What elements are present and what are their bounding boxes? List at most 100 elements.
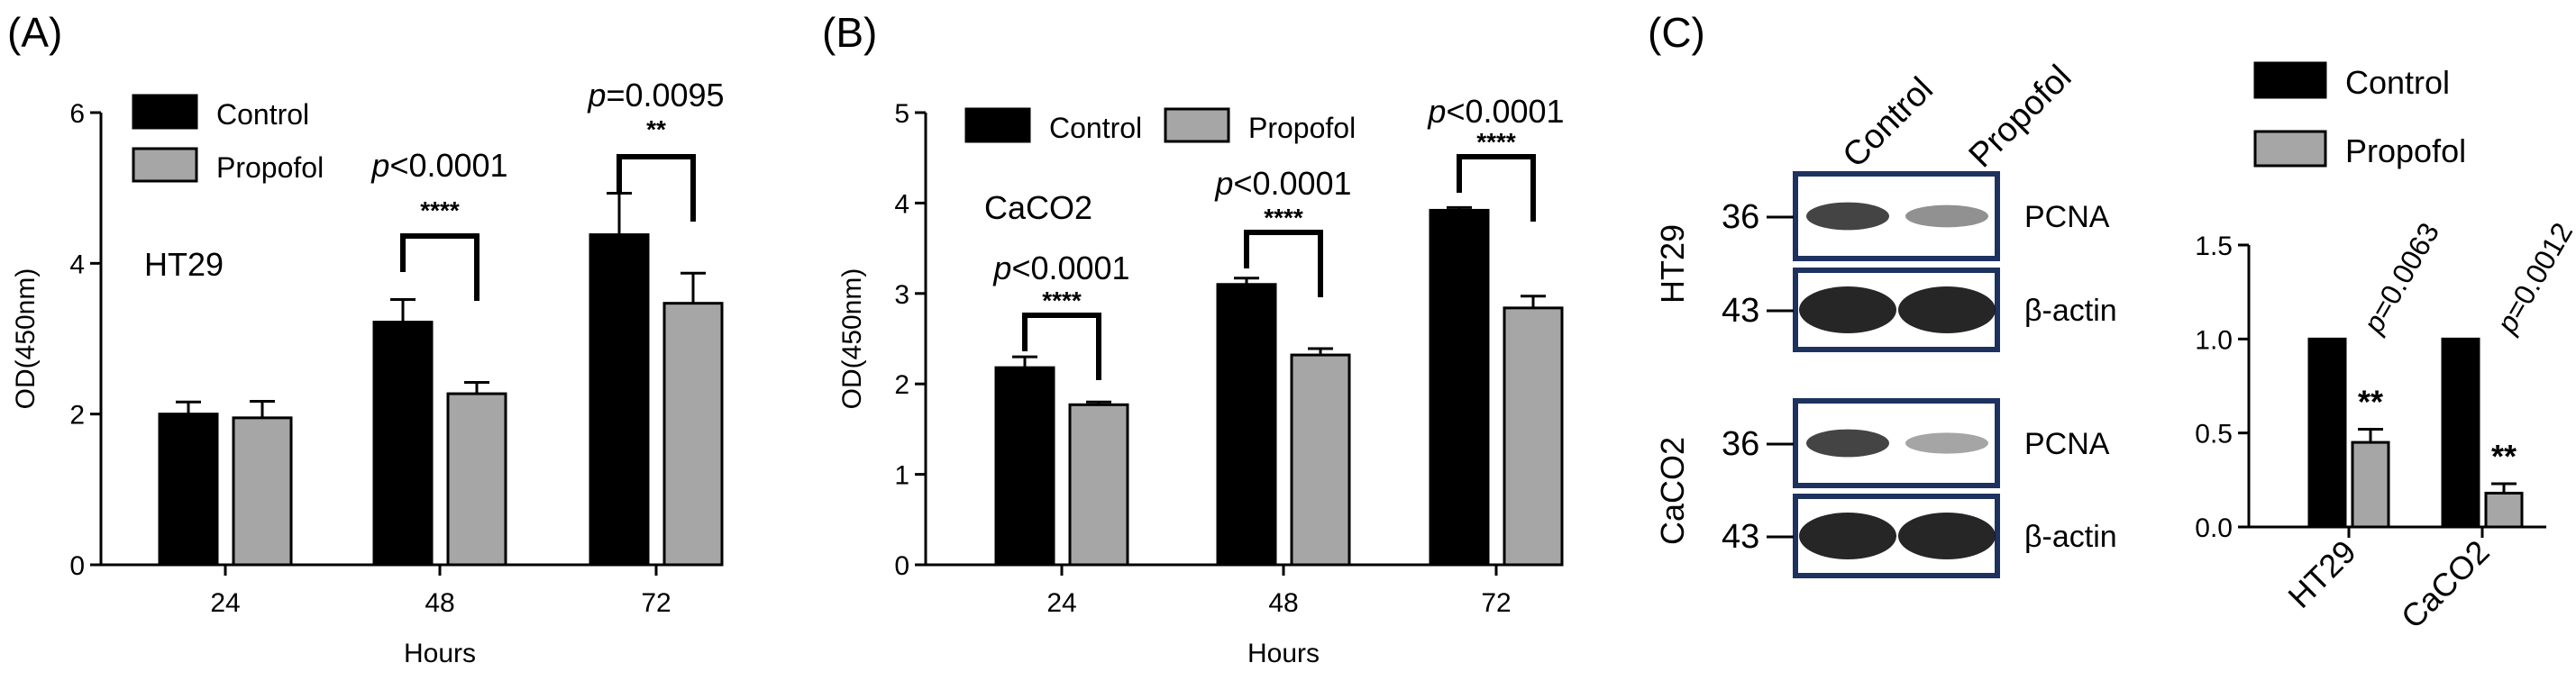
x-tick-label: HT29 xyxy=(2280,533,2362,615)
y-tick-label: 0 xyxy=(894,551,909,581)
significance-bracket xyxy=(1457,154,1536,222)
legend-label-control: Control xyxy=(216,98,309,131)
legend-label-propofol: Propofol xyxy=(2345,132,2466,169)
band-propofol xyxy=(1905,204,1988,228)
significance-stars: **** xyxy=(1476,128,1516,156)
significance-bracket xyxy=(617,154,696,222)
bar-control-CaCO2 xyxy=(2441,337,2480,529)
legend-swatch-control xyxy=(964,107,1031,143)
significance-bracket xyxy=(1022,313,1101,380)
p-value-label: p<0.0001 xyxy=(1214,165,1351,202)
panel-b-letter: (B) xyxy=(822,9,877,56)
bar-propofol-48 xyxy=(1290,353,1351,567)
legend-label-control: Control xyxy=(1049,112,1142,144)
chart-b: 0 1 2 3 4 5 24 48 72 Hours OD(450nm) Control Propofo… xyxy=(837,93,1565,668)
bar-propofol-CaCO2 xyxy=(2484,491,2524,529)
molecular-weight-label: 43 xyxy=(1722,292,1759,330)
band-propofol xyxy=(1898,286,1996,333)
bar-propofol-24 xyxy=(232,416,293,567)
significance-stars: **** xyxy=(420,196,460,224)
x-tick-label: 48 xyxy=(1268,588,1298,618)
legend-label-control: Control xyxy=(2345,64,2450,101)
x-tick-label: 24 xyxy=(210,588,240,618)
y-axis-label: OD(450nm) xyxy=(837,268,867,410)
significance-stars: ** xyxy=(646,115,666,143)
cell-line-label: CaCO2 xyxy=(1654,437,1691,545)
bar-control-24 xyxy=(158,413,219,567)
bar-control-72 xyxy=(1429,208,1490,567)
cell-line-label: HT29 xyxy=(1654,224,1691,304)
p-value-label: p=0.0012 xyxy=(2489,217,2576,339)
western-blot: Control Propofol PCNA 36 β-actin 43 HT29 PCNA 36… xyxy=(1654,59,2117,578)
chart-c: 0.0 0.5 1.0 1.5 HT29 CaCO2 Control Propofol ** p=… xyxy=(2195,61,2576,636)
legend-label-propofol: Propofol xyxy=(216,151,324,184)
y-tick-label: 1.0 xyxy=(2195,325,2233,355)
legend-swatch-propofol xyxy=(132,147,198,183)
bar-control-48 xyxy=(372,321,434,567)
x-tick-label: 72 xyxy=(641,588,671,618)
lane-header-propofol: Propofol xyxy=(1962,59,2079,176)
bar-control-HT29 xyxy=(2307,337,2347,529)
significance-stars: **** xyxy=(1264,204,1303,232)
bar-propofol-72 xyxy=(662,302,724,567)
y-tick-label: 5 xyxy=(894,99,909,129)
y-tick-label: 1 xyxy=(894,461,909,491)
y-tick-label: 0.0 xyxy=(2195,513,2233,543)
bar-propofol-24 xyxy=(1068,403,1129,567)
legend-swatch-control xyxy=(132,94,198,130)
cell-line-label: HT29 xyxy=(144,246,224,283)
protein-label: PCNA xyxy=(2024,427,2110,461)
significance-stars: **** xyxy=(1042,286,1082,314)
y-tick-label: 0.5 xyxy=(2195,420,2233,449)
band-control xyxy=(1806,202,1889,231)
y-tick-label: 1.5 xyxy=(2195,232,2233,261)
bar-propofol-72 xyxy=(1503,306,1564,567)
x-tick-label: 24 xyxy=(1046,588,1076,618)
p-value-label: p<0.0001 xyxy=(370,147,507,184)
p-value-label: p<0.0001 xyxy=(992,250,1129,286)
band-control xyxy=(1799,513,1896,559)
y-tick-label: 2 xyxy=(69,401,85,431)
significance-stars: ** xyxy=(2491,438,2517,475)
y-tick-label: 4 xyxy=(69,250,85,279)
band-control xyxy=(1806,429,1889,458)
protein-label: β-actin xyxy=(2024,520,2117,554)
bar-control-72 xyxy=(589,233,650,567)
significance-bracket xyxy=(400,233,480,301)
molecular-weight-label: 36 xyxy=(1722,198,1759,236)
cell-line-label: CaCO2 xyxy=(984,189,1092,226)
x-axis-label: Hours xyxy=(404,639,476,668)
band-control xyxy=(1799,286,1896,333)
significance-bracket xyxy=(1244,230,1323,297)
y-axis-label: OD(450nm) xyxy=(11,268,41,410)
legend-label-propofol: Propofol xyxy=(1248,112,1356,144)
molecular-weight-label: 43 xyxy=(1722,518,1759,556)
x-tick-label: 48 xyxy=(425,588,454,618)
lane-header-control: Control xyxy=(1836,70,1941,175)
legend-swatch-propofol xyxy=(1164,107,1230,143)
y-tick-label: 2 xyxy=(894,370,909,400)
panel-a-letter: (A) xyxy=(7,9,62,56)
bar-propofol-48 xyxy=(446,392,507,567)
molecular-weight-label: 36 xyxy=(1722,425,1759,463)
band-propofol xyxy=(1898,513,1996,559)
x-axis-label: Hours xyxy=(1247,639,1320,668)
legend-swatch-propofol xyxy=(2253,130,2327,168)
y-tick-label: 3 xyxy=(894,280,909,310)
protein-label: β-actin xyxy=(2024,294,2117,328)
p-value-label: p<0.0001 xyxy=(1427,93,1564,130)
legend-swatch-control xyxy=(2253,61,2327,99)
x-tick-label: 72 xyxy=(1481,588,1511,618)
bar-control-24 xyxy=(994,366,1055,567)
p-value-label: p=0.0095 xyxy=(587,77,724,114)
y-tick-label: 0 xyxy=(69,551,85,581)
y-tick-label: 6 xyxy=(69,99,85,129)
x-tick-label: CaCO2 xyxy=(2394,533,2497,636)
p-value-label: p=0.0063 xyxy=(2356,217,2445,339)
band-propofol xyxy=(1905,432,1988,454)
y-tick-label: 4 xyxy=(894,189,909,219)
bar-control-48 xyxy=(1216,283,1277,567)
bar-propofol-HT29 xyxy=(2351,440,2390,529)
